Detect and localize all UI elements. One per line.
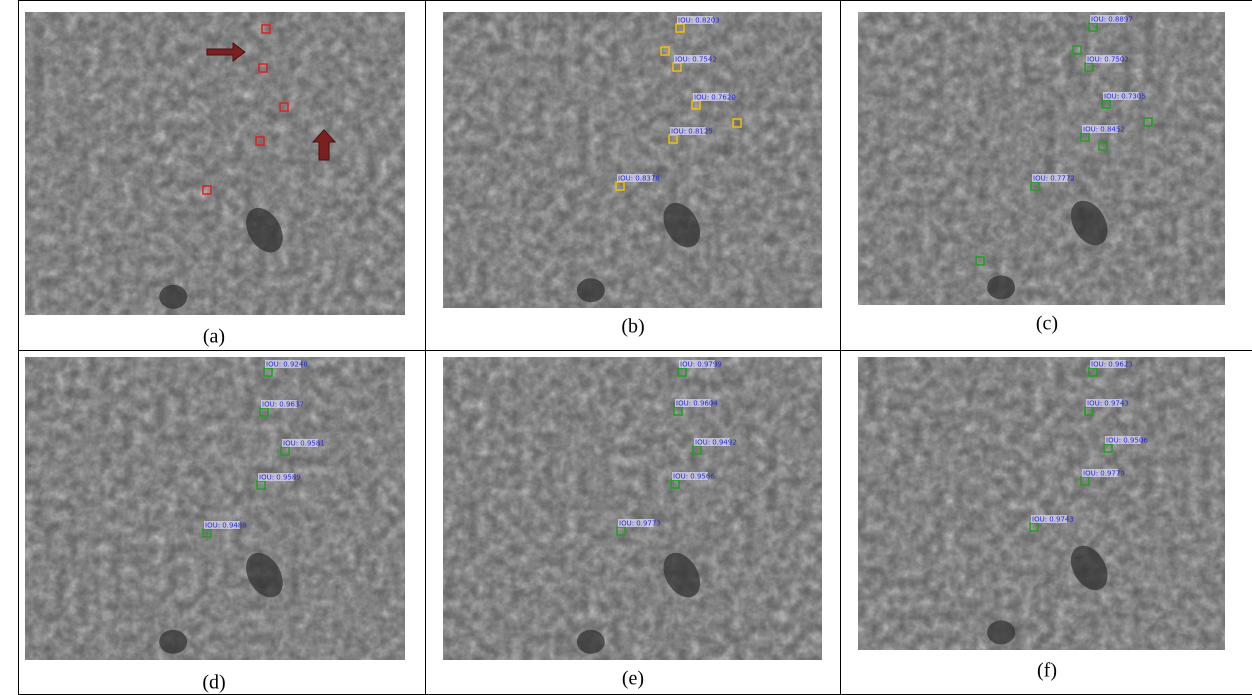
- detection-label: IOU: 0.8125: [671, 128, 713, 136]
- dark-patch: [577, 278, 605, 302]
- image-texture: [443, 12, 822, 308]
- image-texture: [25, 357, 405, 660]
- dark-patch: [987, 620, 1015, 644]
- detection-label: IOU: 0.7502: [1087, 56, 1129, 64]
- detection-label: IOU: 0.9779: [1083, 470, 1125, 478]
- dark-patch: [577, 630, 605, 654]
- detection-label: IOU: 0.9506: [1106, 437, 1148, 445]
- caption: (b): [621, 316, 644, 338]
- panel: (a): [25, 12, 405, 348]
- panel: IOU: 0.9799 IOU: 0.9604 IOU: 0.9492 IOU: 0.…: [443, 357, 822, 690]
- figure: (a)IOU: 0.8203IOU: 0.7542IOU: 0.7620IOU:…: [0, 0, 1252, 695]
- detection-label: IOU: 0.7620: [694, 94, 736, 102]
- dark-patch: [159, 285, 187, 309]
- panel: IOU: 0.9623 IOU: 0.9743 IOU: 0.9506 IOU: 0.…: [858, 357, 1225, 682]
- detection-label: IOU: 0.9581: [283, 440, 325, 448]
- detection-label: IOU: 0.9589: [259, 474, 301, 482]
- dark-patch: [987, 275, 1015, 299]
- detection-label: IOU: 0.7305: [1104, 93, 1146, 101]
- image-texture: [858, 357, 1225, 650]
- detection-label: IOU: 0.8452: [1083, 126, 1125, 134]
- image-texture: [25, 12, 405, 315]
- caption: (e): [622, 668, 644, 690]
- detection-label: IOU: 0.9637: [262, 401, 304, 409]
- detection-label: IOU: 0.8378: [618, 175, 660, 183]
- detection-label: IOU: 0.9743: [1087, 400, 1129, 408]
- caption: (d): [202, 672, 225, 694]
- detection-label: IOU: 0.8203: [678, 17, 720, 25]
- caption: (f): [1037, 660, 1057, 682]
- detection-label: IOU: 0.9604: [676, 400, 718, 408]
- detection-label: IOU: 0.9799: [680, 361, 722, 369]
- detection-label: IOU: 0.9773: [619, 520, 661, 528]
- detection-label: IOU: 0.7542: [675, 56, 717, 64]
- detection-label: IOU: 0.9248: [266, 361, 308, 369]
- detection-label: IOU: 0.9623: [1091, 361, 1133, 369]
- dark-patch: [159, 630, 187, 654]
- caption: (a): [203, 326, 225, 348]
- detection-label: IOU: 0.9488: [205, 522, 247, 530]
- detection-label: IOU: 0.9492: [695, 439, 737, 447]
- image-texture: [443, 357, 822, 660]
- panel: IOU: 0.8203 IOU: 0.7542 IOU: 0.7620 IOU: 0.…: [443, 12, 822, 338]
- detection-label: IOU: 0.9566: [673, 473, 715, 481]
- caption: (c): [1036, 313, 1058, 335]
- detection-label: IOU: 0.7772: [1033, 175, 1075, 183]
- panel: IOU: 0.8897 IOU: 0.7502 IOU: 0.7305 IOU: 0.…: [858, 12, 1225, 335]
- panel: IOU: 0.9248 IOU: 0.9637 IOU: 0.9581 IOU: 0.…: [25, 357, 405, 694]
- detection-label: IOU: 0.9743: [1032, 516, 1074, 524]
- image-texture: [858, 12, 1225, 305]
- detection-label: IOU: 0.8897: [1091, 16, 1133, 24]
